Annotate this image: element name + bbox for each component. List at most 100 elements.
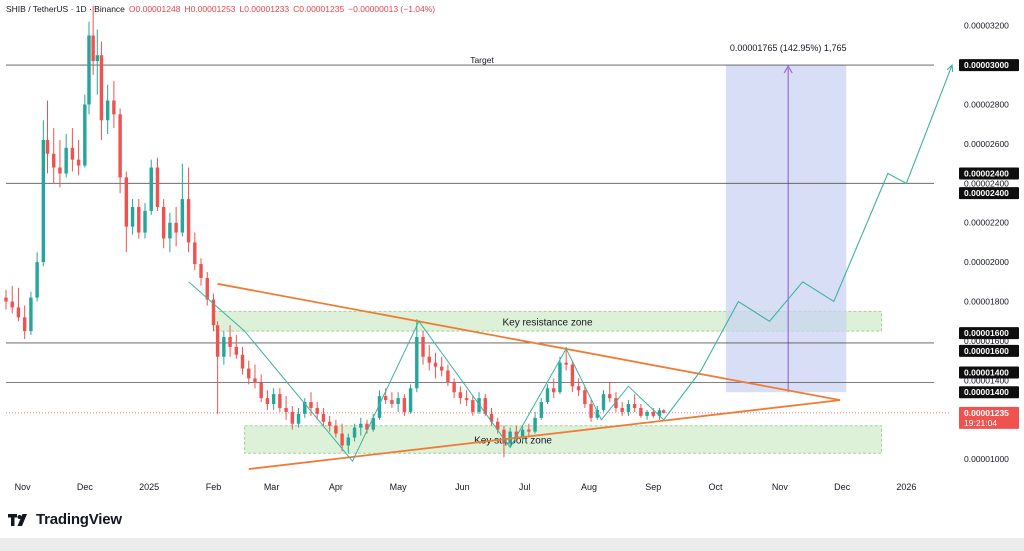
measure-range-layer: 0.00001765 (142.95%) 1,765 xyxy=(725,43,847,393)
y-price-tag: 0.00001400 xyxy=(964,367,1009,377)
candle-body xyxy=(222,337,226,357)
y-tick-label: 0.00001600 xyxy=(964,336,1009,346)
x-axis: Nov Dec 2025 Feb Mar Apr May Jun Jul Aug Sep Oct Nov… xyxy=(15,482,917,492)
candle-body xyxy=(112,100,116,115)
candle-body xyxy=(576,386,581,391)
drawings-layer xyxy=(188,63,954,470)
candle-body xyxy=(240,354,245,369)
candle-body xyxy=(130,206,135,227)
candle-body xyxy=(390,400,394,405)
brand[interactable]: TradingView xyxy=(8,511,122,528)
candle-body xyxy=(149,167,153,211)
candle-body xyxy=(589,404,593,418)
candle-body xyxy=(452,382,456,393)
y-tick-label: 0.00002400 xyxy=(964,178,1009,188)
candle-body xyxy=(35,262,39,298)
candle-body xyxy=(124,177,129,227)
y-tick-label: 0.00002200 xyxy=(964,218,1009,228)
y-price-tag: 0.00001600 xyxy=(964,328,1009,338)
x-tick-label: Nov xyxy=(15,482,32,492)
current-price-tag-bg xyxy=(959,406,1019,429)
candle-body xyxy=(651,411,656,416)
candle-body xyxy=(439,366,444,371)
x-tick-label: Dec xyxy=(77,482,94,492)
x-tick-label: Oct xyxy=(709,482,724,492)
candle-body xyxy=(458,392,463,399)
x-tick-label: 2026 xyxy=(896,482,916,492)
ohlc-high: H0.00001253 xyxy=(184,4,236,14)
x-tick-label: Feb xyxy=(206,482,222,492)
y-axis: 0.000010000.000012000.000014000.00001600… xyxy=(959,21,1019,464)
measure-range-label: 0.00001765 (142.95%) 1,765 xyxy=(730,43,847,53)
x-tick-label: May xyxy=(390,482,408,492)
current-price-countdown: 19:21:04 xyxy=(964,418,997,428)
candle-body xyxy=(228,337,232,347)
projection-arrowhead xyxy=(946,63,954,73)
candle-body xyxy=(614,398,618,408)
candle-body xyxy=(545,388,550,403)
x-tick-label: Jul xyxy=(519,482,531,492)
y-price-tag-bg xyxy=(959,167,1019,180)
candle-body xyxy=(45,139,50,154)
candle-body xyxy=(58,167,62,174)
y-price-tag: 0.00002400 xyxy=(964,188,1009,198)
candle-body xyxy=(601,394,606,410)
candle-body xyxy=(421,337,425,357)
x-tick-label: Nov xyxy=(772,482,789,492)
y-tick-label: 0.00003200 xyxy=(964,21,1009,31)
candle-body xyxy=(433,362,438,367)
ohlc-low: L0.00001233 xyxy=(239,4,290,14)
candle-body xyxy=(193,242,197,265)
y-tick-label: 0.00001000 xyxy=(964,454,1009,464)
candle-body xyxy=(265,398,270,405)
candle-body xyxy=(309,402,313,408)
candle-body xyxy=(564,362,568,365)
zigzag-line xyxy=(188,281,665,463)
candle-body xyxy=(91,35,95,62)
candle-body xyxy=(570,364,575,387)
candle-body xyxy=(186,199,191,243)
candle-body xyxy=(29,297,33,332)
y-price-tag: 0.00003000 xyxy=(964,60,1009,70)
candle-body xyxy=(645,411,649,416)
candle-body xyxy=(327,421,332,426)
candle-body xyxy=(334,425,338,434)
x-tick-label: Aug xyxy=(581,482,597,492)
y-price-tag: 0.00001600 xyxy=(964,346,1009,356)
measure-range-box xyxy=(725,65,847,393)
y-price-tag-bg xyxy=(959,366,1019,379)
candle-body xyxy=(608,394,612,399)
candle-body xyxy=(284,407,288,412)
candle-body xyxy=(359,423,363,428)
y-tick-label: 0.00001400 xyxy=(964,375,1009,385)
candle-body xyxy=(495,421,500,430)
candle-body xyxy=(118,114,122,178)
candle-body xyxy=(76,159,81,166)
candle-body xyxy=(539,402,543,418)
candle-body xyxy=(427,356,431,363)
y-tick-label: 0.00002600 xyxy=(964,139,1009,149)
y-price-tag-bg xyxy=(959,59,1019,72)
candle-body xyxy=(346,437,351,446)
y-tick-label: 0.00001800 xyxy=(964,297,1009,307)
symbol-title[interactable]: SHIB / TetherUS · 1D · Binance xyxy=(6,4,125,14)
candle-body xyxy=(271,394,276,405)
y-price-tag: 0.00002400 xyxy=(964,168,1009,178)
candle-body xyxy=(408,388,413,412)
candle-body xyxy=(471,400,475,412)
candle-body xyxy=(278,394,282,408)
x-tick-label: Apr xyxy=(329,482,343,492)
y-price-tag-bg xyxy=(959,344,1019,357)
y-price-tag: 0.00001400 xyxy=(964,387,1009,397)
candle-body xyxy=(199,264,203,278)
y-price-tag-bg xyxy=(959,327,1019,340)
ohlc-close: C0.00001235 xyxy=(293,4,345,14)
x-tick-label: Dec xyxy=(834,482,851,492)
candle-body xyxy=(143,210,147,233)
candle-body xyxy=(315,407,319,414)
zone-1 xyxy=(244,425,883,454)
candle-body xyxy=(64,147,68,174)
candle-body xyxy=(303,402,307,414)
candle-body xyxy=(464,398,469,401)
